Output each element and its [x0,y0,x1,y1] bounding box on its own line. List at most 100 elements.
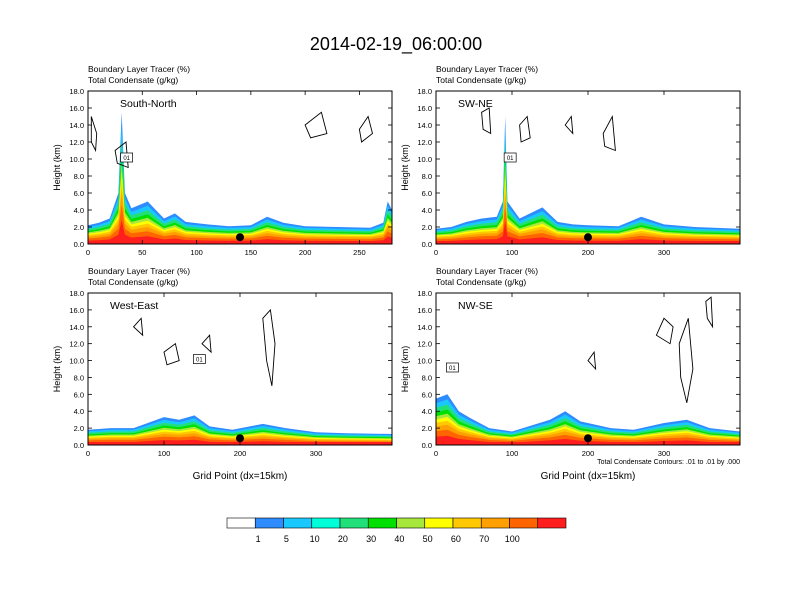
tracer-band [436,182,740,244]
condensate-contour [304,111,328,139]
location-marker [236,233,244,242]
x-tick-label: 300 [310,449,323,458]
colorbar-label: 100 [505,534,520,544]
y-tick-label: 2.0 [422,223,432,232]
panel-name: NW-SE [458,300,493,312]
condensate-contour [678,318,694,403]
plot-frame [87,292,393,446]
colorbar-swatch [480,517,510,529]
condensate-contour [132,317,144,337]
y-tick-label: 10.0 [417,155,432,164]
colorbar-swatch [537,517,567,529]
condensate-contour [481,107,492,135]
y-tick-label: 18.0 [417,87,432,96]
y-tick-label: 8.0 [74,373,84,382]
condensate-contour [602,114,616,152]
contour-label: 01 [196,358,203,364]
tracer-fill [436,116,740,244]
condensate-contour [587,350,597,371]
panel-title-condensate: Total Condensate (g/kg) [436,277,526,287]
y-axis-label: Height (km) [52,346,62,393]
y-tick-label: 4.0 [422,206,432,215]
tracer-fill [436,394,740,445]
condensate-contour [358,115,374,143]
condensate-contours [132,308,276,386]
y-axis-label: Height (km) [400,346,410,393]
panel-name: West-East [110,300,158,312]
condensate-contours [587,296,714,403]
panel-sw-ne: 01 0.0 2.0 4.0 6.0 8.0 10.0 12.0 14.0 16.0 18.0 0 10… [400,64,741,257]
colorbar-label: 1 [256,534,261,544]
y-tick-label: 18.0 [417,289,432,298]
panel-nw-se: 01 0.0 2.0 4.0 6.0 8.0 10.0 12.0 14.0 16.0 18.0 0 10… [400,266,741,482]
y-tick-label: 6.0 [74,189,84,198]
colorbar-label: 60 [451,534,461,544]
y-tick-label: 12.0 [69,138,84,147]
condensate-contour [655,317,674,345]
y-tick-label: 4.0 [422,407,432,416]
y-tick-label: 12.0 [417,138,432,147]
x-tick-label: 150 [245,248,258,257]
y-tick-label: 8.0 [422,373,432,382]
colorbar-label: 5 [284,534,289,544]
x-tick-label: 0 [86,449,90,458]
y-tick-label: 16.0 [69,306,84,315]
y-tick-label: 8.0 [422,172,432,181]
x-axis-label: Grid Point (dx=15km) [193,471,288,482]
colorbar-swatch [283,517,313,529]
colorbar-label: 10 [310,534,320,544]
colorbar-label: 30 [366,534,376,544]
y-tick-label: 0.0 [422,240,432,249]
y-tick-label: 4.0 [74,407,84,416]
y-tick-label: 6.0 [74,390,84,399]
condensate-contour [114,141,129,169]
x-tick-label: 100 [506,449,519,458]
panel-name: South-North [120,98,177,110]
y-tick-label: 0.0 [74,441,84,450]
colorbar-swatch [254,517,284,529]
contour-label: 01 [507,156,514,162]
condensate-contour [163,342,180,366]
y-tick-label: 10.0 [69,155,84,164]
colorbar-swatch [509,517,539,529]
condensate-contour [705,296,714,329]
x-tick-label: 50 [138,248,146,257]
location-marker [584,434,592,443]
y-axis-label: Height (km) [400,144,410,191]
colorbar-swatch [226,517,256,529]
contour-label: 01 [123,156,130,162]
x-tick-label: 200 [582,449,595,458]
y-tick-label: 10.0 [69,357,84,366]
y-tick-label: 14.0 [69,121,84,130]
colorbar-swatch [452,517,482,529]
x-tick-label: 300 [658,449,671,458]
condensate-contours [481,107,616,152]
condensate-contour [262,308,276,386]
panel-south-north: 01 0.0 2.0 4.0 6.0 8.0 10.0 12.0 14.0 16.0 18.0 0 50… [52,64,393,257]
y-tick-label: 2.0 [74,223,84,232]
x-tick-label: 100 [506,248,519,257]
y-tick-label: 2.0 [422,424,432,433]
y-tick-label: 6.0 [422,189,432,198]
contour-label-box [120,152,134,163]
colorbar-swatch [367,517,397,529]
x-tick-label: 250 [353,248,366,257]
y-tick-label: 0.0 [422,441,432,450]
colorbar-label: 40 [394,534,404,544]
x-tick-label: 0 [86,248,90,257]
y-tick-label: 16.0 [417,306,432,315]
location-marker [236,434,244,443]
contour-label-box [503,152,517,163]
colorbar-label: 20 [338,534,348,544]
y-tick-label: 4.0 [74,206,84,215]
figure-title: 2014-02-19_06:00:00 [310,34,482,55]
y-tick-label: 10.0 [417,357,432,366]
panel-title-tracer: Boundary Layer Tracer (%) [88,266,190,276]
x-tick-label: 100 [158,449,171,458]
surface-layer [88,241,392,244]
colorbar: 1 5 10 20 30 40 50 60 70 100 [226,517,567,544]
colorbar-label: 70 [479,534,489,544]
tracer-band [436,173,740,244]
x-tick-label: 0 [434,248,438,257]
y-tick-label: 6.0 [422,390,432,399]
